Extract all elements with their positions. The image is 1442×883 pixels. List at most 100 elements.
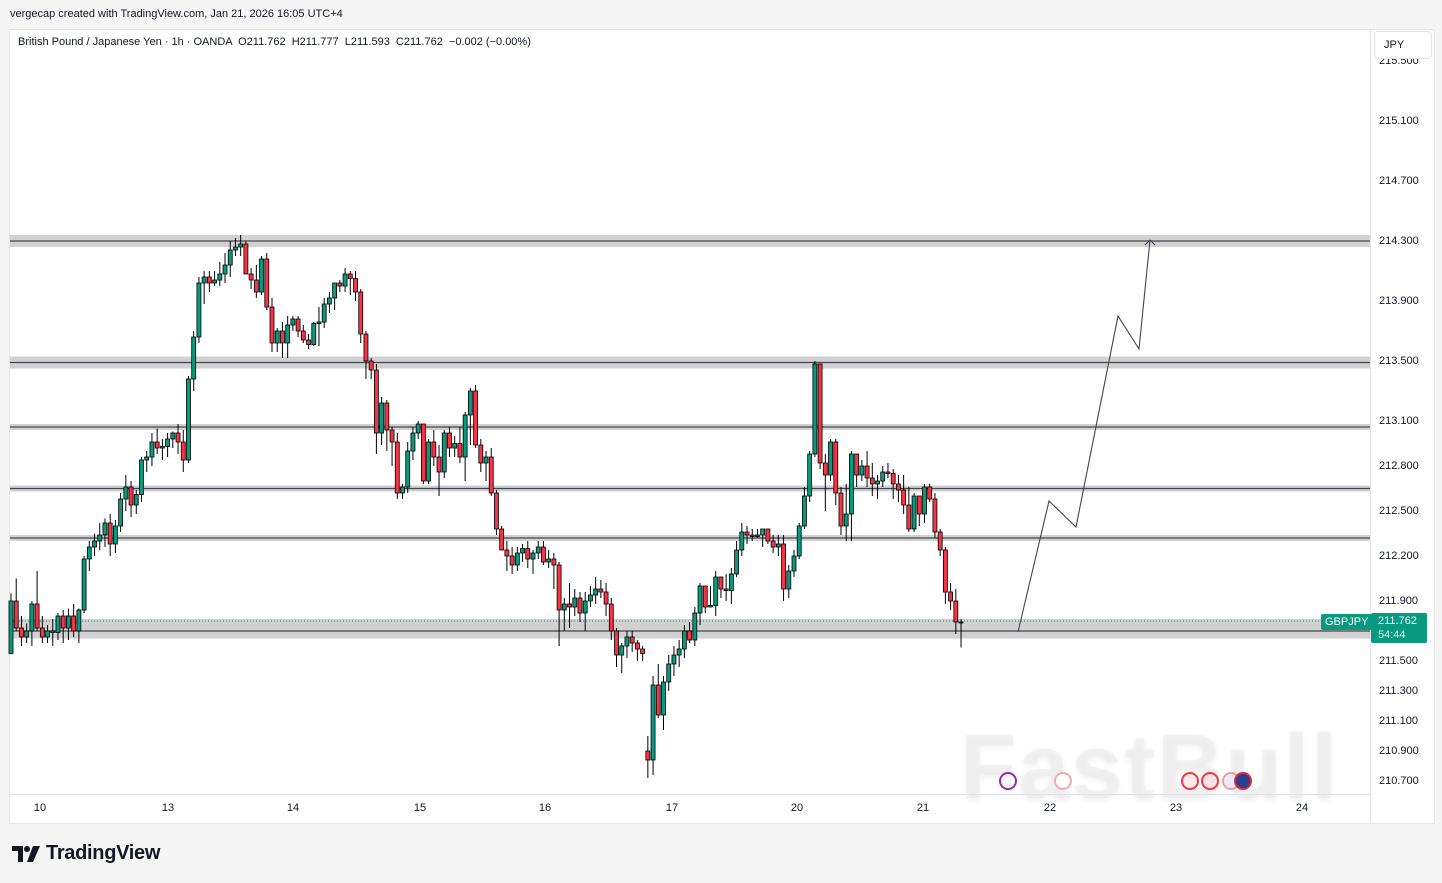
bullish-candle (76, 609, 82, 632)
bearish-candle (608, 603, 614, 632)
bearish-candle (71, 615, 77, 632)
bullish-candle (535, 546, 541, 554)
bearish-candle (854, 453, 860, 476)
bullish-candle (321, 303, 327, 323)
date-tick-label: 22 (1043, 802, 1057, 814)
currency-button[interactable]: JPY (1374, 31, 1432, 59)
bullish-candle (118, 498, 124, 527)
bearish-candle (937, 531, 943, 551)
bullish-candle (405, 450, 411, 488)
bullish-candle (593, 588, 599, 596)
date-tick-label: 23 (1169, 802, 1183, 814)
bearish-candle (744, 531, 750, 536)
bearish-candle (901, 489, 907, 506)
bullish-candle (681, 630, 687, 650)
price-tick-label: 212.800 (1379, 460, 1419, 472)
bullish-candle (791, 555, 797, 572)
bullish-candle (666, 663, 672, 683)
bearish-candle (280, 330, 285, 344)
bullish-candle (880, 471, 886, 482)
bullish-candle (217, 273, 223, 281)
bullish-candle (807, 453, 813, 497)
date-tick-label: 21 (916, 802, 930, 814)
bullish-candle (113, 525, 118, 545)
bar-countdown: 54:44 (1378, 629, 1406, 641)
bearish-candle (635, 642, 640, 650)
date-tick-label: 24 (1295, 802, 1309, 814)
bearish-candle (822, 462, 828, 476)
bearish-candle (781, 543, 786, 590)
lightning-event-icon[interactable] (999, 772, 1017, 790)
bearish-candle (509, 555, 515, 566)
bearish-candle (473, 390, 478, 446)
bearish-candle (248, 273, 254, 281)
bearish-candle (906, 504, 912, 530)
bearish-candle (300, 330, 306, 341)
price-tick-label: 210.700 (1379, 775, 1419, 787)
bullish-candle (859, 465, 865, 476)
price-tick-label: 211.300 (1379, 685, 1418, 697)
bearish-candle (770, 540, 776, 548)
bullish-candle (400, 486, 405, 494)
bullish-candle (81, 558, 87, 611)
bearish-candle (629, 636, 635, 644)
tradingview-logo-icon (12, 845, 40, 862)
bearish-candle (932, 498, 938, 533)
bearish-candle (551, 558, 557, 566)
economic-event-icon[interactable] (1181, 772, 1199, 790)
bullish-candle (462, 414, 468, 458)
bearish-candle (916, 495, 922, 515)
tradingview-logo-text: TradingView (46, 842, 161, 864)
bearish-candle (60, 615, 66, 629)
bearish-candle (749, 534, 755, 537)
uk-flag-icon[interactable] (1234, 772, 1252, 790)
bearish-candle (838, 492, 844, 527)
bullish-candle (441, 432, 447, 473)
date-tick-label: 14 (286, 802, 300, 814)
bullish-candle (676, 648, 682, 656)
economic-event-icon[interactable] (1054, 772, 1072, 790)
bearish-candle (655, 684, 661, 716)
bearish-candle (556, 564, 562, 611)
bullish-candle (379, 402, 385, 434)
bullish-candle (697, 585, 703, 614)
price-tick-label: 213.900 (1379, 295, 1419, 307)
bullish-candle (8, 600, 14, 654)
bearish-candle (107, 522, 113, 545)
bearish-candle (525, 548, 531, 560)
bullish-candle (561, 603, 567, 611)
bearish-candle (723, 588, 729, 591)
tradingview-logo[interactable]: TradingView (12, 842, 160, 865)
bearish-candle (603, 591, 609, 605)
projection-path-drawing[interactable] (1017, 239, 1151, 633)
bearish-candle (347, 273, 353, 279)
economic-event-icon[interactable] (1201, 772, 1219, 790)
bullish-candle (55, 615, 61, 633)
bullish-candle (755, 534, 760, 537)
bullish-candle (45, 630, 50, 638)
bullish-candle (734, 549, 739, 575)
bearish-candle (175, 432, 181, 443)
bearish-candle (640, 648, 646, 654)
bullish-candle (728, 573, 734, 591)
bullish-candle (170, 432, 176, 440)
bullish-candle (342, 273, 348, 287)
arrow-head-icon (1144, 239, 1156, 246)
bullish-candle (426, 441, 432, 482)
bullish-candle (285, 324, 291, 344)
bullish-candle (713, 576, 719, 606)
bearish-candle (864, 465, 870, 479)
bullish-candle (139, 459, 144, 495)
date-tick-label: 13 (161, 802, 175, 814)
bearish-candle (373, 369, 379, 434)
bullish-candle (238, 243, 244, 248)
bearish-candle (389, 429, 395, 443)
bearish-candle (154, 441, 160, 449)
bearish-candle (765, 528, 771, 542)
bullish-candle (786, 570, 792, 590)
price-tick-label: 213.500 (1379, 355, 1419, 367)
bearish-candle (243, 243, 249, 275)
bullish-candle (165, 438, 171, 447)
bullish-candle (233, 246, 238, 251)
